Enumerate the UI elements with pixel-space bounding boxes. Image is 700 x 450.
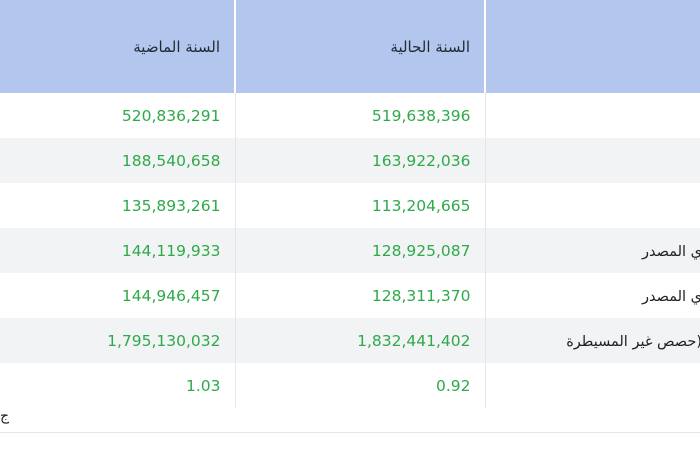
table-row: 188,540,658 163,922,036 <box>0 138 700 183</box>
table-row: 144,119,933 128,925,087 ي المصدر <box>0 228 700 273</box>
header-previous-year: السنة الماضية <box>0 0 235 93</box>
current-year-value: 0.92 <box>234 363 485 408</box>
previous-year-value: 1,795,130,032 <box>0 318 235 363</box>
table-header-row: السنة الماضية السنة الحالية <box>0 0 700 93</box>
table-row: 520,836,291 519,638,396 <box>0 93 700 138</box>
table-row: 1.03 0.92 <box>0 363 700 408</box>
current-year-value: 113,204,665 <box>234 183 485 228</box>
table-row: 1,795,130,032 1,832,441,402 حصص غير المس… <box>0 318 700 363</box>
current-year-value: 128,925,087 <box>234 228 485 273</box>
current-year-value: 1,832,441,402 <box>234 318 485 363</box>
item-label <box>484 363 700 408</box>
item-label: ي المصدر <box>484 228 700 273</box>
footer-divider <box>0 432 700 433</box>
item-label <box>484 183 700 228</box>
footer-text: ج <box>0 408 10 424</box>
current-year-value: 128,311,370 <box>234 273 485 318</box>
previous-year-value: 1.03 <box>185 376 221 395</box>
previous-year-value: 520,836,291 <box>121 106 221 125</box>
header-current-year: السنة الحالية <box>234 0 485 93</box>
previous-year-value: 135,893,261 <box>121 196 221 215</box>
previous-year-value: 188,540,658 <box>0 138 235 183</box>
previous-year-value: 144,119,933 <box>0 228 235 273</box>
table-row: 135,893,261 113,204,665 <box>0 183 700 228</box>
header-item <box>484 0 700 93</box>
item-label: ي المصدر <box>484 273 700 318</box>
table-row: 144,946,457 128,311,370 ي المصدر <box>0 273 700 318</box>
previous-year-value: 144,946,457 <box>121 286 221 305</box>
item-label <box>484 138 700 183</box>
item-label <box>484 93 700 138</box>
financial-table: السنة الماضية السنة الحالية 520,836,291 … <box>0 0 700 408</box>
item-label: حصص غير المسيطرة) <box>484 318 700 363</box>
current-year-value: 163,922,036 <box>234 138 485 183</box>
current-year-value: 519,638,396 <box>234 93 485 138</box>
